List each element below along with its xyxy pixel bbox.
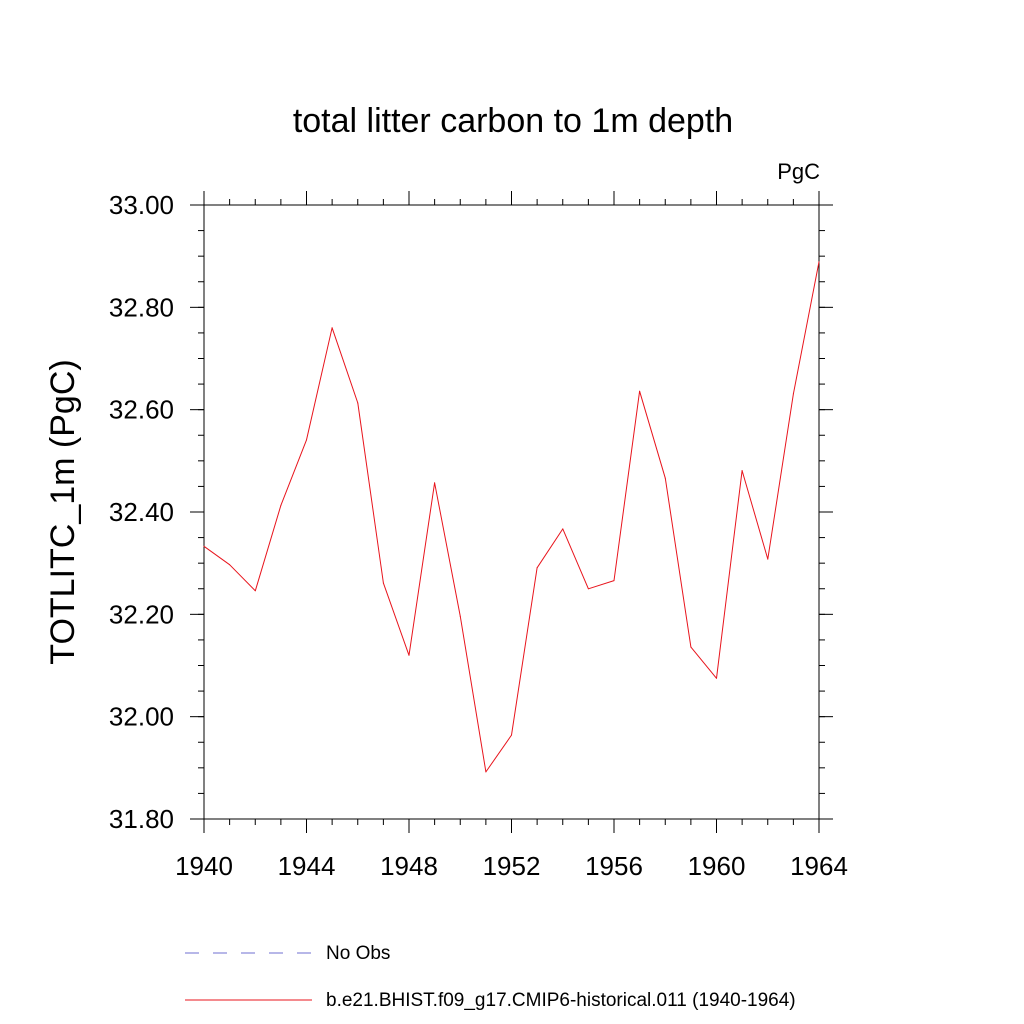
- series-line: [203, 261, 820, 773]
- data-point: [459, 615, 461, 617]
- legend: No Obs b.e21.BHIST.f09_g17.CMIP6-histori…: [185, 943, 796, 1011]
- data-point: [357, 402, 359, 404]
- y-tick-label: 32.40: [109, 497, 174, 527]
- series-layer: [203, 261, 820, 773]
- legend-label-no-obs: No Obs: [326, 943, 390, 964]
- x-tick-label: 1940: [175, 851, 233, 881]
- data-point: [818, 261, 820, 263]
- y-tick-label: 32.60: [109, 395, 174, 425]
- data-point: [280, 504, 282, 506]
- data-point: [408, 654, 410, 656]
- data-point: [767, 558, 769, 560]
- plot-area: [203, 204, 820, 820]
- x-axis: 1940 1944 1948 1952 1956 1960 1964: [175, 191, 848, 881]
- data-point: [690, 646, 692, 648]
- x-tick-label: 1952: [483, 851, 541, 881]
- x-tick-label: 1960: [688, 851, 746, 881]
- data-point: [331, 327, 333, 329]
- data-point: [203, 545, 205, 547]
- y-tick-label: 32.00: [109, 702, 174, 732]
- data-point: [382, 582, 384, 584]
- data-point: [229, 564, 231, 566]
- data-point: [485, 771, 487, 773]
- data-point: [639, 390, 641, 392]
- data-point: [792, 393, 794, 395]
- x-tick-label: 1948: [380, 851, 438, 881]
- data-point: [511, 734, 512, 736]
- data-point: [434, 482, 436, 484]
- data-point: [536, 567, 538, 569]
- plot-border: [203, 204, 820, 820]
- data-point: [254, 590, 256, 592]
- x-tick-label: 1944: [278, 851, 336, 881]
- units-label: PgC: [777, 159, 820, 184]
- y-axis-label: TOTLITC_1m (PgC): [44, 359, 82, 664]
- y-tick-label: 32.20: [109, 599, 174, 629]
- data-point: [587, 588, 589, 590]
- y-tick-label: 33.00: [109, 190, 174, 220]
- y-tick-label: 32.80: [109, 292, 174, 322]
- data-point: [741, 470, 743, 472]
- x-tick-label: 1956: [585, 851, 643, 881]
- legend-label-historical: b.e21.BHIST.f09_g17.CMIP6-historical.011…: [326, 990, 796, 1011]
- data-point: [562, 528, 564, 530]
- x-tick-label: 1964: [790, 851, 848, 881]
- y-tick-label: 31.80: [109, 804, 174, 834]
- data-point: [664, 477, 666, 479]
- y-axis: 31.80 32.00 32.20 32.40 32.60 32.80 33.00: [109, 190, 833, 834]
- data-point: [716, 677, 717, 679]
- chart-title: total litter carbon to 1m depth: [293, 102, 733, 140]
- data-point: [306, 439, 307, 441]
- data-point: [613, 580, 615, 582]
